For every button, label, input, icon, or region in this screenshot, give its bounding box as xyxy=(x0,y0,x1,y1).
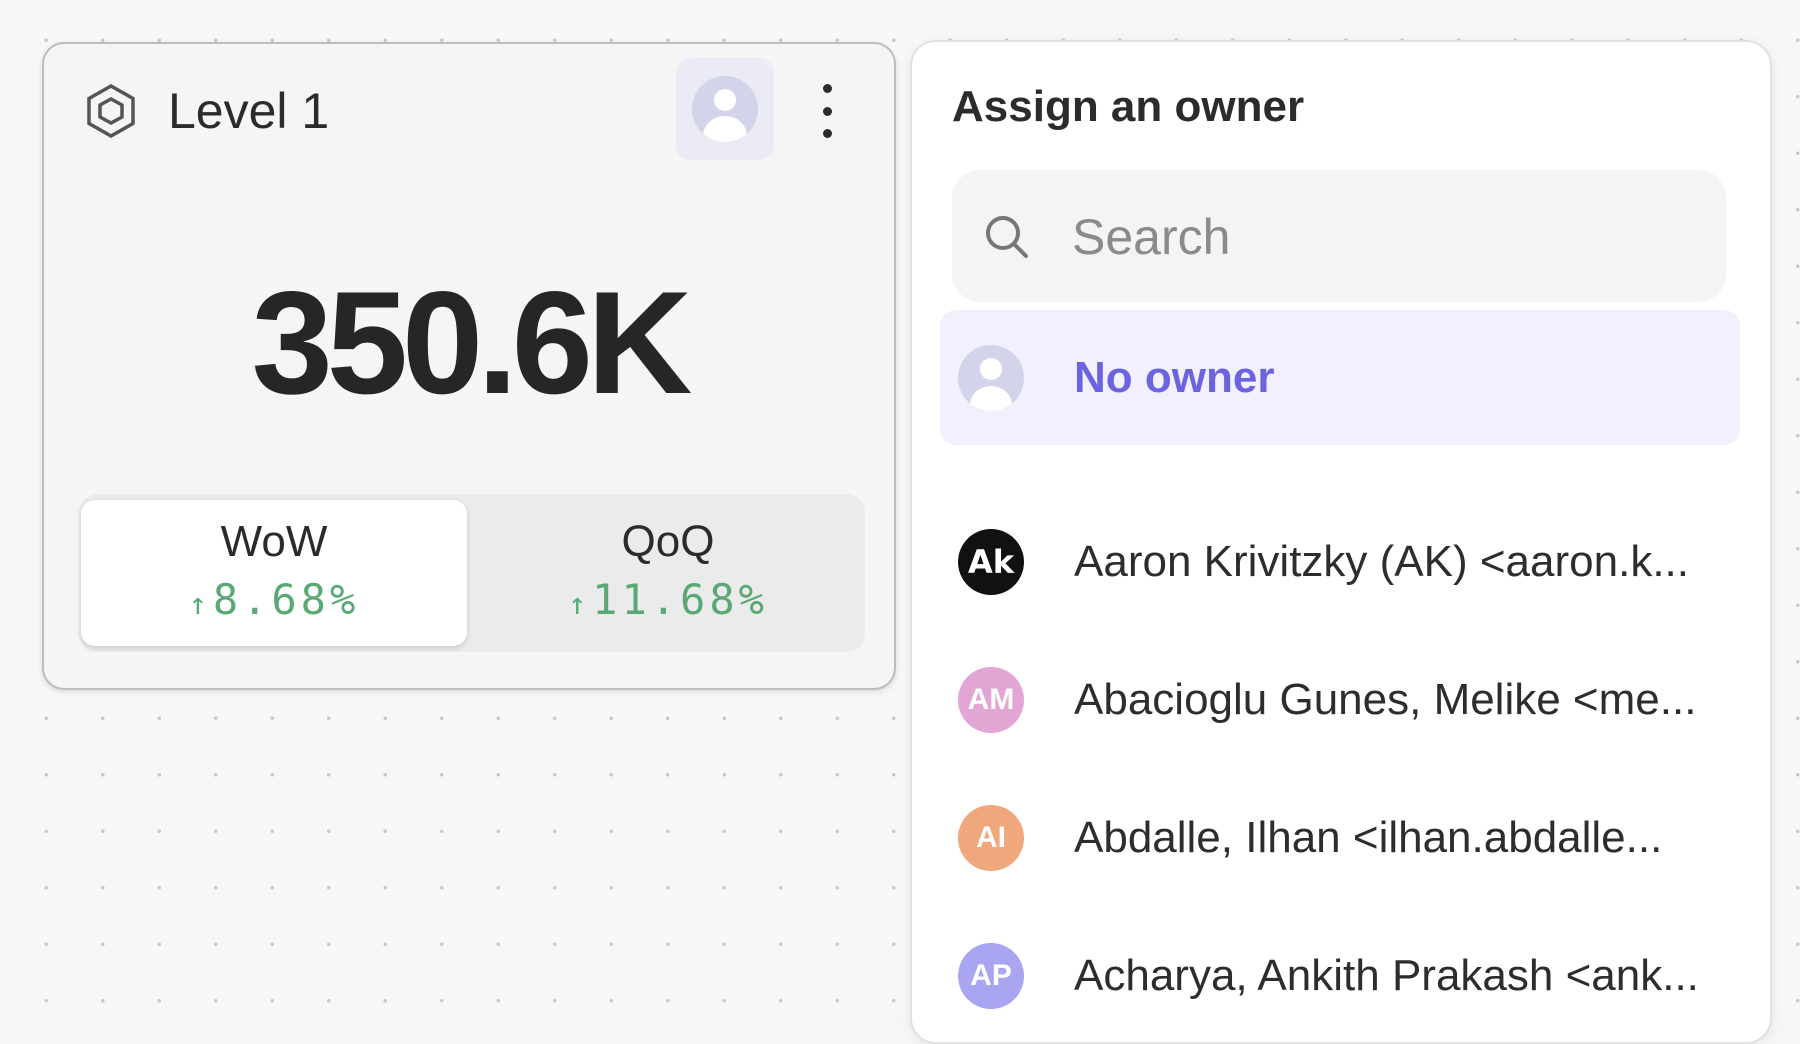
option-label: Aaron Krivitzky (AK) <aaron.k... xyxy=(1074,536,1689,586)
option-user[interactable]: AM Abacioglu Gunes, Melike <me... xyxy=(940,632,1740,767)
option-user[interactable]: AP Acharya, Ankith Prakash <ank... xyxy=(940,908,1740,1043)
change-percent: 8.68% xyxy=(212,575,360,624)
option-no-owner[interactable]: No owner xyxy=(940,310,1740,445)
option-user[interactable]: AI Abdalle, Ilhan <ilhan.abdalle... xyxy=(940,770,1740,905)
assign-owner-dropdown: Assign an owner No owner Ak Aaron Krivit… xyxy=(910,40,1772,1044)
no-owner-avatar-icon xyxy=(958,344,1024,411)
search-field[interactable] xyxy=(952,170,1726,302)
tab-label: WoW xyxy=(220,517,328,566)
option-label: Abdalle, Ilhan <ilhan.abdalle... xyxy=(1074,812,1663,862)
change-percent: 11.68% xyxy=(592,575,768,624)
avatar-initials: Ak xyxy=(967,542,1015,581)
user-avatar-icon xyxy=(692,76,758,142)
arrow-up-icon: ↑ xyxy=(188,587,207,622)
avatar-initials: AP xyxy=(970,958,1012,992)
arrow-up-icon: ↑ xyxy=(568,587,587,622)
avatar: AI xyxy=(958,804,1024,871)
option-label: No owner xyxy=(1074,352,1275,402)
assign-owner-button[interactable] xyxy=(676,58,774,160)
more-options-icon[interactable] xyxy=(812,84,842,138)
hexagon-icon xyxy=(87,83,135,139)
avatar: AP xyxy=(958,942,1024,1009)
dropdown-title: Assign an owner xyxy=(952,82,1305,131)
change-value: ↑ 11.68% xyxy=(475,570,861,635)
option-label: Abacioglu Gunes, Melike <me... xyxy=(1074,674,1697,724)
change-value: ↑ 8.68% xyxy=(81,570,467,635)
option-label: Acharya, Ankith Prakash <ank... xyxy=(1074,950,1699,1000)
avatar-initials: AI xyxy=(976,820,1006,854)
tab-label: QoQ xyxy=(621,517,715,566)
option-user[interactable]: Ak Aaron Krivitzky (AK) <aaron.k... xyxy=(940,494,1740,629)
avatar: AM xyxy=(958,666,1024,733)
avatar-initials: AM xyxy=(967,682,1015,716)
metric-card[interactable]: Level 1 350.6K WoW ↑ 8.68% QoQ ↑ 11.68% xyxy=(42,42,896,690)
avatar: Ak xyxy=(958,528,1024,595)
search-icon xyxy=(986,216,1028,258)
search-input[interactable] xyxy=(1070,200,1694,274)
card-title: Level 1 xyxy=(168,83,330,139)
metric-value: 350.6K xyxy=(251,261,693,424)
tab-qoq[interactable]: QoQ ↑ 11.68% xyxy=(475,500,861,646)
comparison-toggle: WoW ↑ 8.68% QoQ ↑ 11.68% xyxy=(79,494,865,652)
tab-wow[interactable]: WoW ↑ 8.68% xyxy=(81,500,467,646)
